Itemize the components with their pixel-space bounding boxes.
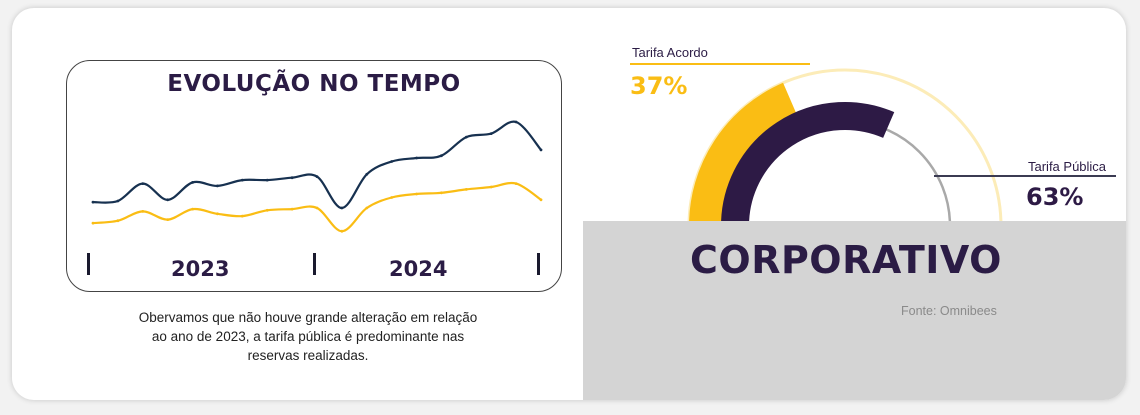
corporate-panel xyxy=(583,221,1126,400)
series-1-point-5 xyxy=(191,181,194,184)
series-2-point-11 xyxy=(340,229,344,233)
series-1-point-7 xyxy=(240,178,244,182)
series-1-point-16 xyxy=(464,135,468,139)
series-2-point-1 xyxy=(91,221,95,225)
caption-line: ao ano de 2023, a tarifa pública é predo… xyxy=(151,329,465,344)
timeline-tick-end xyxy=(537,253,540,275)
series-1-point-18 xyxy=(514,120,518,124)
evolution-chart xyxy=(91,120,543,233)
year-label-2023: 2023 xyxy=(171,257,230,281)
series-1-point-10 xyxy=(315,175,319,178)
publica-leader-line xyxy=(934,175,1116,177)
series-2-point-12 xyxy=(365,206,369,210)
series-1-point-13 xyxy=(390,160,394,163)
series-1-point-14 xyxy=(415,156,418,160)
series-1-point-2 xyxy=(116,199,120,203)
donut-chart xyxy=(687,68,1003,221)
slice-tarifa-acordo xyxy=(689,82,798,221)
series-2-point-13 xyxy=(390,196,394,199)
caption-line: Obervamos que não houve grande alteração… xyxy=(138,310,478,325)
series-1-point-1 xyxy=(91,200,95,204)
series-2-point-7 xyxy=(240,214,244,218)
evolution-chart-box: EVOLUÇÃO NO TEMPO 2023 2024 xyxy=(66,60,562,292)
publica-percent: 63% xyxy=(1026,183,1084,211)
evolution-title: EVOLUÇÃO NO TEMPO xyxy=(167,71,461,97)
acordo-label: Tarifa Acordo xyxy=(632,45,708,60)
series-2-point-6 xyxy=(216,212,219,216)
series-2-point-18 xyxy=(514,182,518,185)
series-2-point-14 xyxy=(415,192,418,196)
series-2-point-4 xyxy=(166,218,170,222)
series-1-point-12 xyxy=(365,172,369,176)
publica-label: Tarifa Pública xyxy=(1028,159,1107,174)
series-1-point-15 xyxy=(440,154,443,158)
year-label-2024: 2024 xyxy=(389,257,448,281)
timeline-tick-middle xyxy=(313,253,316,275)
series-2-point-5 xyxy=(191,207,194,211)
series-2-point-10 xyxy=(315,206,319,210)
series-2-point-15 xyxy=(440,191,443,195)
series-2-point-3 xyxy=(141,210,145,213)
series-line-1 xyxy=(91,120,543,210)
series-2-point-19 xyxy=(539,198,543,202)
series-1-point-19 xyxy=(539,148,543,152)
series-2-point-8 xyxy=(265,208,269,212)
series-1-point-6 xyxy=(216,184,219,188)
series-1-point-8 xyxy=(265,178,269,182)
series-1-point-9 xyxy=(290,176,294,180)
series-1-point-17 xyxy=(489,132,493,135)
series-2-point-16 xyxy=(464,188,468,191)
source-note: Fonte: Omnibees xyxy=(901,304,997,318)
series-2-point-9 xyxy=(290,207,294,211)
acordo-leader-line xyxy=(630,63,810,65)
acordo-percent: 37% xyxy=(630,72,688,100)
series-1-point-11 xyxy=(340,206,344,210)
series-2-point-2 xyxy=(116,219,120,223)
series-1-point-4 xyxy=(166,198,170,202)
infographic-card: EVOLUÇÃO NO TEMPO 2023 2024 Obervamos qu… xyxy=(12,8,1126,400)
series-1-point-3 xyxy=(141,182,145,185)
timeline-tick-start xyxy=(87,253,90,275)
caption-text: Obervamos que não houve grande alteração… xyxy=(112,308,504,365)
corporate-title: CORPORATIVO xyxy=(690,238,1002,282)
caption-line: reservas realizadas. xyxy=(247,348,369,363)
series-2-point-17 xyxy=(489,185,493,189)
slice-tarifa-publica xyxy=(721,101,895,221)
